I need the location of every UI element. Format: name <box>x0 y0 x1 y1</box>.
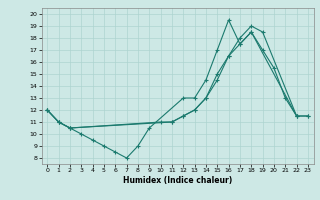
X-axis label: Humidex (Indice chaleur): Humidex (Indice chaleur) <box>123 176 232 185</box>
